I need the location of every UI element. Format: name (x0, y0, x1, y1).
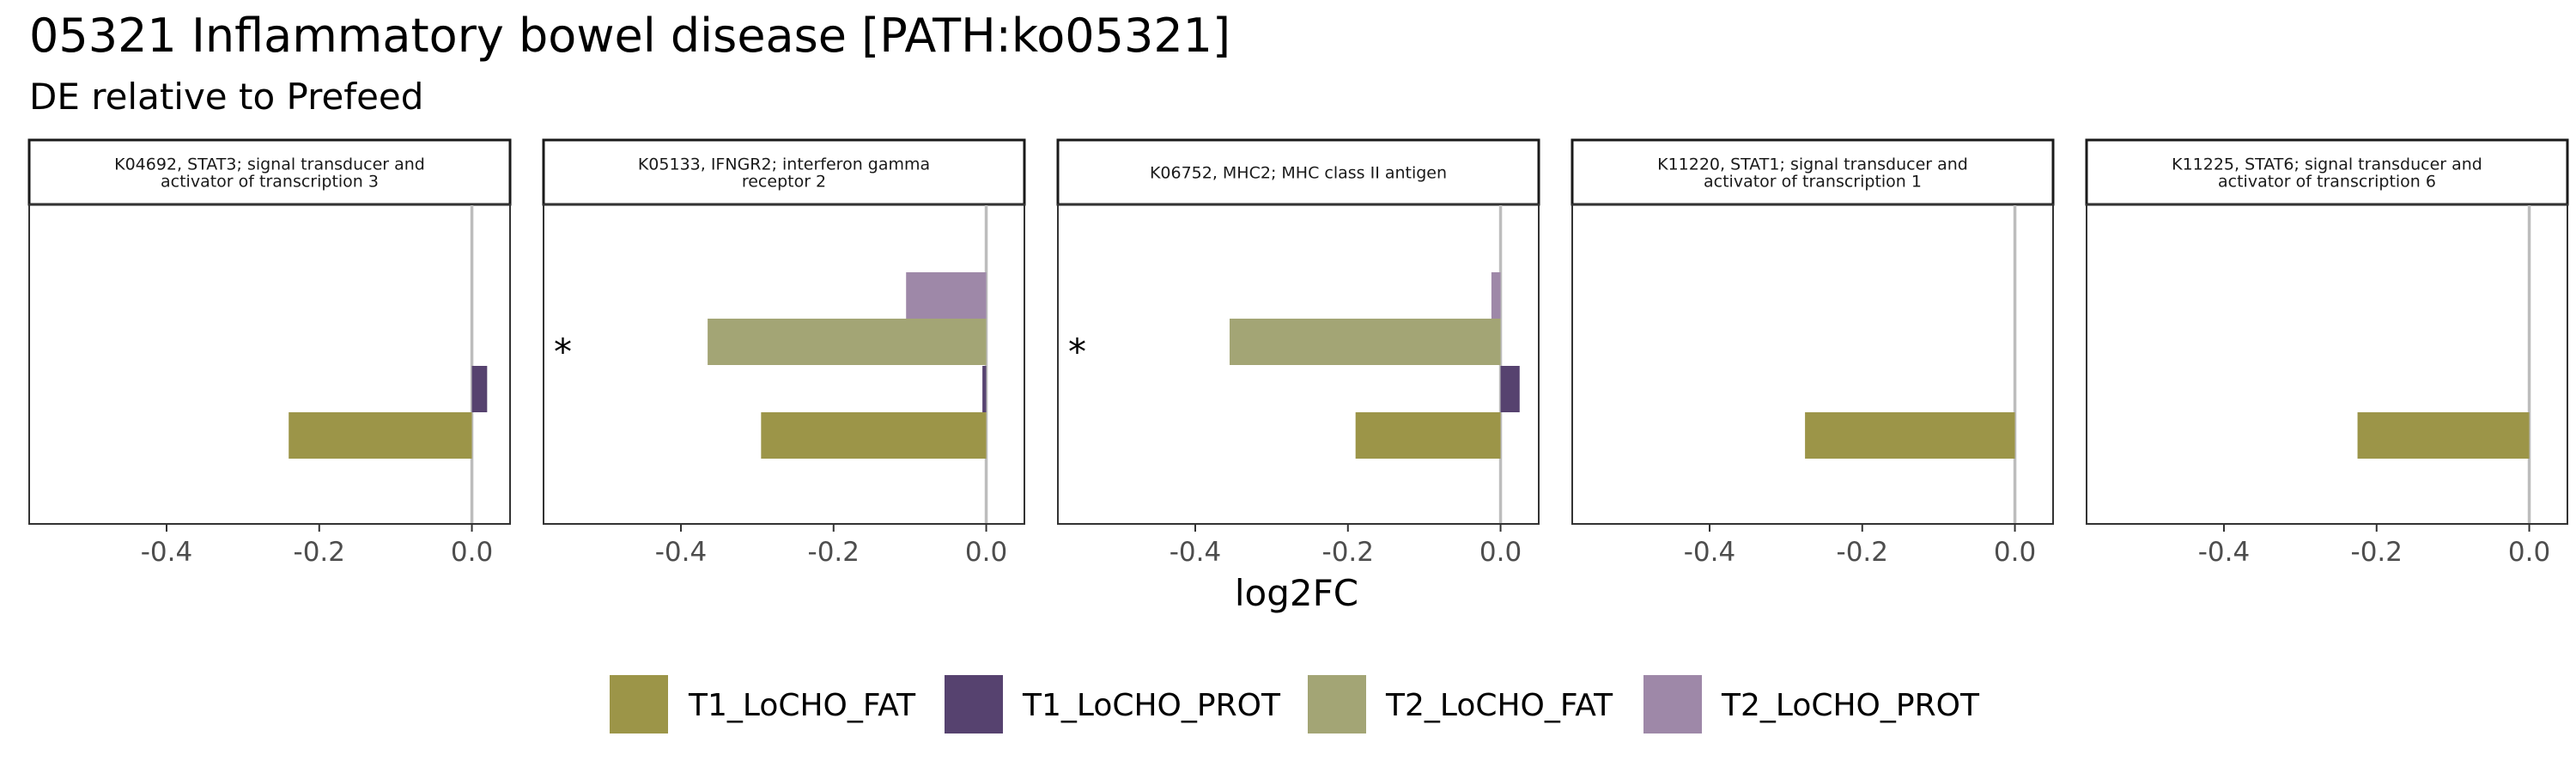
legend-key (945, 675, 1003, 733)
legend-label: T2_LoCHO_FAT (1385, 688, 1613, 723)
x-tick-label: -0.4 (2198, 537, 2251, 568)
x-tick-label: 0.0 (1479, 537, 1522, 568)
facet-strip-label: K04692, STAT3; signal transducer and (114, 155, 425, 174)
bar-t1-locho-fat (1355, 412, 1501, 459)
bar-t1-locho-fat (289, 412, 472, 459)
facet-panel: K04692, STAT3; signal transducer andacti… (27, 138, 512, 568)
x-tick-label: 0.0 (2508, 537, 2550, 568)
bar-t1-locho-fat (1805, 412, 2015, 459)
facet-panel: K11225, STAT6; signal transducer andacti… (2085, 138, 2569, 568)
facet-strip-label: receptor 2 (742, 173, 826, 192)
x-tick-label: -0.4 (1684, 537, 1736, 568)
x-tick-label: -0.4 (655, 537, 708, 568)
panel-border (2086, 204, 2568, 525)
facet-strip (2085, 138, 2569, 206)
significance-marker: * (1068, 331, 1086, 373)
x-axis-label: log2FC (1235, 572, 1358, 614)
chart-subtitle: DE relative to Prefeed (29, 76, 423, 118)
x-tick-label: 0.0 (1994, 537, 2036, 568)
facet-strip (27, 138, 512, 206)
x-tick-label: -0.2 (294, 537, 346, 568)
panel-border (1571, 204, 2054, 525)
x-tick-label: -0.2 (808, 537, 860, 568)
facet-panel: K06752, MHC2; MHC class II antigen * -0.4 -… (1056, 138, 1540, 568)
bar-t2-locho-fat (1230, 319, 1501, 365)
x-tick-label: -0.4 (141, 537, 193, 568)
bar-t2-locho-prot (906, 272, 987, 319)
facet-strip-label: activator of transcription 3 (161, 173, 379, 192)
x-tick-label: -0.2 (1837, 537, 1889, 568)
facet-strip-label: activator of transcription 1 (1704, 173, 1922, 192)
x-tick-label: -0.2 (1322, 537, 1375, 568)
facet-strip-label: K06752, MHC2; MHC class II antigen (1150, 164, 1447, 183)
facet-strip-label: activator of transcription 6 (2218, 173, 2436, 192)
significance-marker: * (554, 331, 572, 373)
legend-item: T1_LoCHO_FAT (610, 675, 916, 733)
facet-strip-label: K11220, STAT1; signal transducer and (1657, 155, 1968, 174)
legend-item: T1_LoCHO_PROT (945, 675, 1281, 733)
legend-key (1308, 675, 1366, 733)
panel-border (28, 204, 511, 525)
legend-item: T2_LoCHO_FAT (1308, 675, 1613, 733)
bar-t1-locho-prot (471, 366, 488, 412)
bar-t1-locho-fat (761, 412, 987, 459)
legend-label: T1_LoCHO_FAT (688, 688, 916, 723)
facet-strip (1056, 138, 1540, 206)
bar-t1-locho-fat (2357, 412, 2530, 459)
panel-border (543, 204, 1025, 525)
legend-label: T1_LoCHO_PROT (1022, 688, 1281, 723)
x-tick-label: 0.0 (965, 537, 1007, 568)
bar-t1-locho-prot (982, 366, 987, 412)
chart-title: 05321 Inflammatory bowel disease [PATH:k… (29, 9, 1230, 63)
facet-panels: K04692, STAT3; signal transducer andacti… (27, 138, 2569, 568)
x-tick-label: -0.4 (1170, 537, 1222, 568)
bar-t2-locho-prot (1491, 272, 1501, 319)
facet-panel: K05133, IFNGR2; interferon gammareceptor… (542, 138, 1026, 568)
legend-key (610, 675, 668, 733)
legend-item: T2_LoCHO_PROT (1643, 675, 1980, 733)
facet-strip-label: K11225, STAT6; signal transducer and (2172, 155, 2482, 174)
bar-t2-locho-fat (708, 319, 987, 365)
facet-strip (1571, 138, 2055, 206)
x-tick-label: 0.0 (451, 537, 493, 568)
facet-strip-label: K05133, IFNGR2; interferon gamma (638, 155, 930, 174)
legend-key (1643, 675, 1702, 733)
legend: T1_LoCHO_FAT T1_LoCHO_PROT T2_LoCHO_FAT T2_… (610, 675, 1980, 733)
facet-panel: K11220, STAT1; signal transducer andacti… (1571, 138, 2055, 568)
x-tick-label: -0.2 (2351, 537, 2403, 568)
panel-border (1057, 204, 1540, 525)
bar-t1-locho-prot (1500, 366, 1520, 412)
legend-label: T2_LoCHO_PROT (1721, 688, 1980, 723)
